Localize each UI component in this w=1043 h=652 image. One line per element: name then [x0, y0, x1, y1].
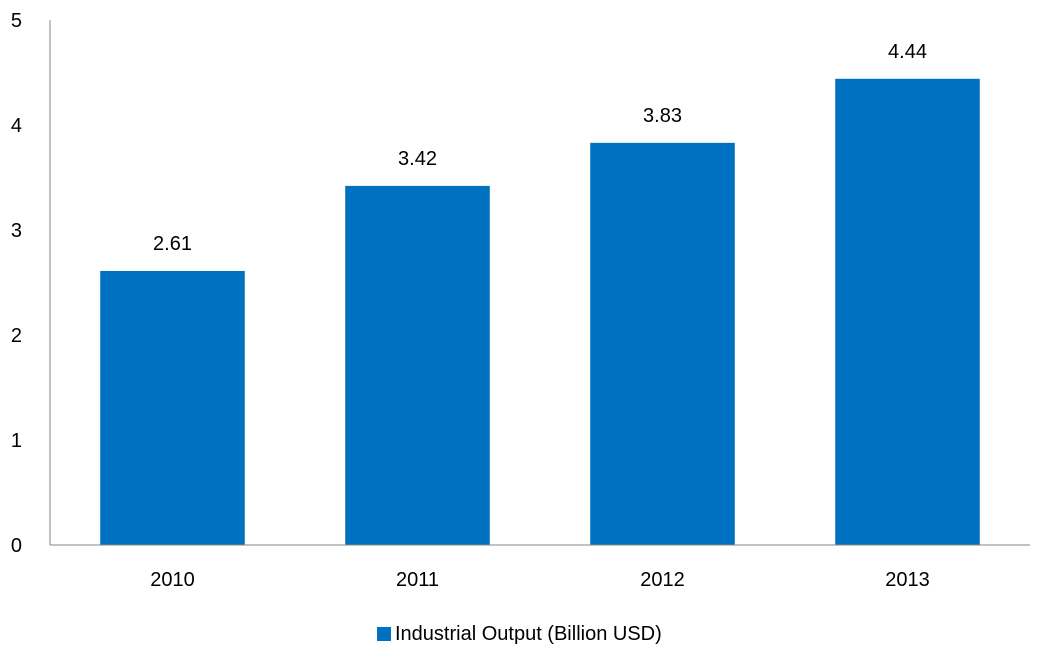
x-tick-label: 2011 — [396, 569, 439, 591]
data-labels: 2.61 3.42 3.83 4.44 — [153, 41, 927, 255]
x-tick-label: 2013 — [885, 569, 930, 591]
y-tick-label: 5 — [11, 10, 22, 32]
data-label: 4.44 — [888, 41, 927, 63]
y-tick-label: 4 — [11, 115, 22, 137]
axes — [49, 20, 1030, 546]
x-tick-label: 2012 — [640, 569, 685, 591]
bar — [835, 78, 980, 546]
bars — [100, 78, 980, 546]
data-label: 3.42 — [398, 148, 437, 170]
y-tick-label: 2 — [11, 325, 22, 347]
bar — [100, 270, 245, 545]
legend-swatch — [377, 627, 391, 641]
data-label: 3.83 — [643, 105, 682, 127]
legend-label: Industrial Output (Billion USD) — [395, 623, 662, 645]
bar — [345, 185, 490, 545]
bar — [590, 142, 735, 545]
x-tick-label: 2010 — [150, 569, 195, 591]
y-tick-label: 3 — [11, 220, 22, 242]
x-axis-ticks: 2010 2011 2012 2013 — [150, 569, 930, 591]
y-axis-ticks: 0 1 2 3 4 5 — [11, 10, 22, 557]
legend: Industrial Output (Billion USD) — [377, 623, 662, 645]
y-tick-label: 0 — [11, 535, 22, 557]
data-label: 2.61 — [153, 233, 192, 255]
y-tick-label: 1 — [11, 430, 22, 452]
